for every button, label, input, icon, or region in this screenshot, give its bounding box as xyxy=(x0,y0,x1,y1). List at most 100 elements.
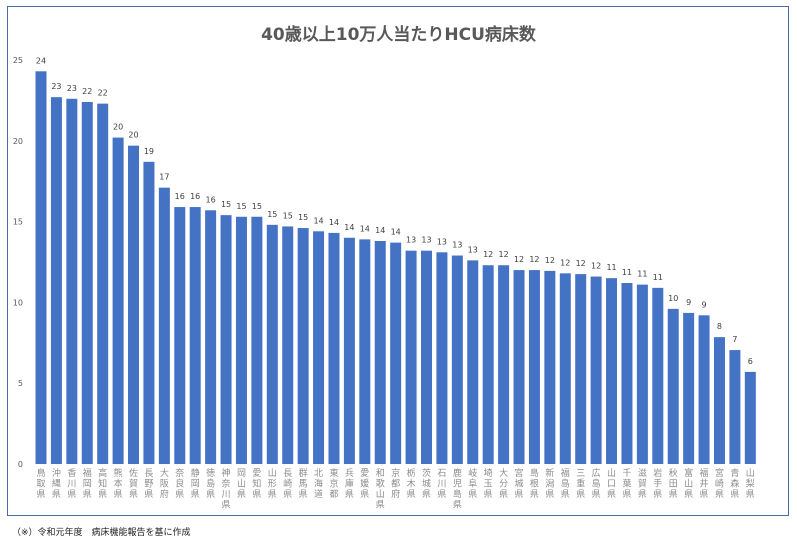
x-tick-label: 秋田県 xyxy=(669,467,678,500)
bar xyxy=(50,97,62,464)
x-tick-label: 鳥取県 xyxy=(36,467,45,500)
x-tick-label: 石川県 xyxy=(437,469,446,500)
data-label: 14 xyxy=(344,223,354,232)
x-tick-label: 沖縄県 xyxy=(52,467,61,500)
bar xyxy=(744,371,756,464)
data-label: 12 xyxy=(591,262,601,271)
x-tick-label: 福井県 xyxy=(700,467,709,500)
x-tick-label: 滋賀県 xyxy=(638,467,647,500)
data-label: 22 xyxy=(98,89,108,98)
bar xyxy=(189,207,201,464)
data-label: 15 xyxy=(298,213,308,222)
bar xyxy=(621,283,633,464)
x-tick-label: 福島県 xyxy=(561,467,570,500)
x-tick-label: 長野県 xyxy=(144,468,153,500)
data-label: 12 xyxy=(483,250,493,259)
bar xyxy=(158,187,170,464)
x-tick-label: 香川県 xyxy=(67,468,76,500)
bar xyxy=(313,231,325,464)
data-label: 22 xyxy=(82,87,92,96)
bar xyxy=(528,270,540,464)
x-tick-label: 青森県 xyxy=(730,467,739,500)
bar xyxy=(405,250,417,464)
y-tick-label: 10 xyxy=(13,298,23,307)
bar xyxy=(652,287,664,464)
y-tick-label: 25 xyxy=(13,56,23,65)
data-label: 17 xyxy=(159,173,169,182)
bar xyxy=(235,216,247,464)
data-label: 20 xyxy=(113,123,123,132)
bar xyxy=(174,207,186,464)
data-label: 12 xyxy=(545,256,555,265)
x-tick-label: 群馬県 xyxy=(299,467,308,500)
data-label: 13 xyxy=(468,245,478,254)
x-tick-label: 富山県 xyxy=(684,467,693,500)
x-tick-label: 神奈川県 xyxy=(222,467,231,511)
x-tick-label: 宮崎県 xyxy=(715,467,724,500)
data-label: 9 xyxy=(686,298,691,307)
bar xyxy=(390,242,402,464)
x-tick-label: 島根県 xyxy=(530,467,539,500)
bar xyxy=(205,210,217,464)
x-tick-label: 静岡県 xyxy=(191,467,200,500)
bar xyxy=(97,103,109,464)
y-tick-label: 0 xyxy=(18,460,23,469)
x-tick-label: 岩手県 xyxy=(653,467,662,500)
x-tick-label: 兵庫県 xyxy=(345,467,354,500)
x-tick-label: 長崎県 xyxy=(283,468,292,500)
x-tick-label: 山形県 xyxy=(268,468,277,500)
chart-title: 40歳以上10万人当たりHCU病床数 xyxy=(261,25,536,45)
data-label: 15 xyxy=(283,211,293,220)
bar xyxy=(436,252,448,464)
x-tick-label: 新潟県 xyxy=(545,467,554,500)
bar xyxy=(81,102,93,465)
data-label: 24 xyxy=(36,56,46,65)
x-tick-label: 京都府 xyxy=(391,467,400,500)
x-tick-label: 愛知県 xyxy=(252,467,261,500)
data-label: 23 xyxy=(51,82,61,91)
x-tick-label: 徳島県 xyxy=(206,467,215,500)
data-label: 11 xyxy=(637,270,647,279)
bar xyxy=(606,278,618,464)
bar xyxy=(451,255,463,464)
x-tick-label: 栃木県 xyxy=(407,467,416,500)
data-label: 12 xyxy=(499,250,509,259)
x-tick-label: 熊本県 xyxy=(114,467,123,500)
bar xyxy=(266,224,278,464)
bar xyxy=(636,284,648,464)
x-tick-label: 佐賀県 xyxy=(129,467,138,500)
data-label: 14 xyxy=(391,228,401,237)
bar xyxy=(559,273,571,464)
bar xyxy=(328,232,340,464)
x-tick-label: 山口県 xyxy=(607,468,616,500)
data-label: 20 xyxy=(128,131,138,140)
y-tick-label: 5 xyxy=(18,379,23,388)
data-label: 6 xyxy=(748,357,753,366)
data-label: 15 xyxy=(267,210,277,219)
bar xyxy=(35,71,47,464)
x-tick-label: 高知県 xyxy=(98,467,107,500)
data-label: 10 xyxy=(668,294,678,303)
data-label: 14 xyxy=(360,224,370,233)
data-label: 19 xyxy=(144,147,154,156)
data-label: 12 xyxy=(576,259,586,268)
data-label: 14 xyxy=(375,226,385,235)
bar xyxy=(282,226,294,464)
data-label: 11 xyxy=(622,268,632,277)
x-tick-label: 大分県 xyxy=(499,467,508,500)
chart-frame xyxy=(7,6,789,516)
data-label: 16 xyxy=(190,192,200,201)
bar xyxy=(698,315,710,464)
y-tick-label: 20 xyxy=(13,137,23,146)
bar xyxy=(359,239,371,464)
x-tick-label: 埼玉県 xyxy=(484,467,493,500)
x-tick-label: 千葉県 xyxy=(622,468,631,500)
bar xyxy=(544,270,556,464)
bar xyxy=(297,228,309,464)
bar xyxy=(251,216,263,464)
x-tick-label: 三重県 xyxy=(576,469,585,500)
bar xyxy=(143,161,155,465)
data-label: 11 xyxy=(653,273,663,282)
y-tick-label: 15 xyxy=(13,218,23,227)
